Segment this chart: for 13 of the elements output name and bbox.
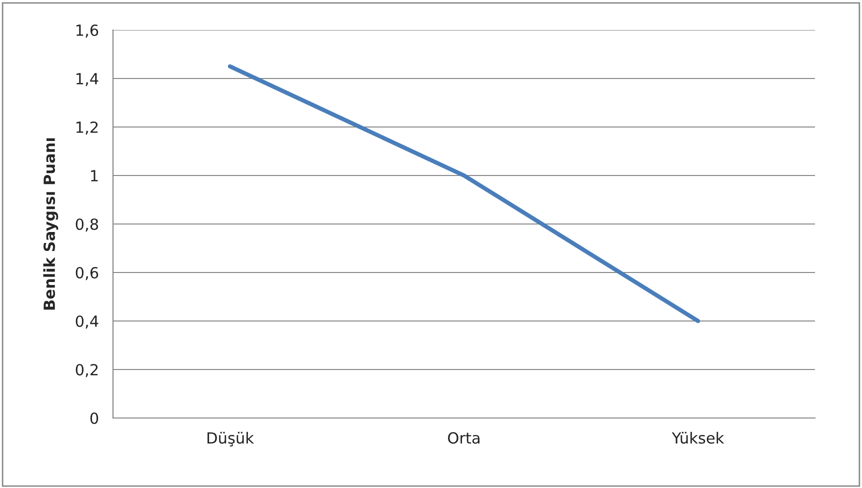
y-tick-label: 1: [91, 170, 98, 182]
y-tick-label: 1,4: [76, 73, 98, 86]
y-tick-label: 0: [90, 412, 98, 424]
x-tick-label: Yüksek: [672, 432, 724, 444]
y-tick-label: 1,6: [76, 24, 98, 38]
x-tick-label: Düşük: [208, 432, 254, 446]
y-tick-label: 0,4: [76, 315, 98, 329]
y-axis-title: Benlik Saygısı Puanı: [43, 138, 58, 310]
y-tick-label: 0,6: [76, 266, 98, 280]
y-tick-label: 1,2: [76, 121, 98, 135]
y-tick-label: 0,2: [76, 364, 98, 378]
y-tick-label: 0,8: [76, 218, 98, 232]
x-tick-label: Orta: [448, 432, 480, 444]
